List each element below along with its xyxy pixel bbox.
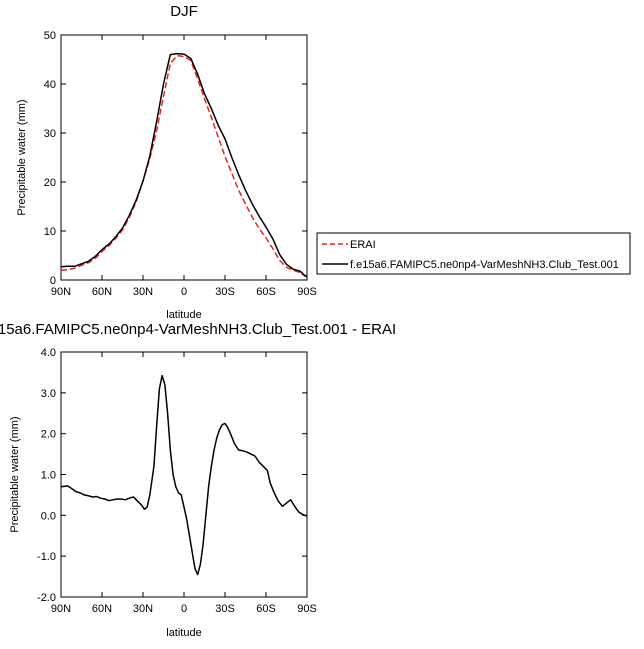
bottom-title: 15a6.FAMIPC5.ne0np4-VarMeshNH3.Club_Test… bbox=[0, 321, 396, 338]
bottom-x-axis-label: latitude bbox=[166, 627, 201, 639]
top-y-axis-label: Precipitable water (mm) bbox=[16, 99, 28, 215]
top-x-tick-label: 0 bbox=[181, 286, 187, 298]
bottom-x-tick-label: 30N bbox=[133, 603, 153, 615]
bottom-plot-frame bbox=[60, 351, 308, 598]
top-panel: DJF 90N 60N 30N 0 30S 60S 90S 0 10 20 30 40 50 latit… bbox=[16, 3, 317, 321]
top-series bbox=[60, 52, 308, 278]
top-y-tick-label: 40 bbox=[44, 79, 56, 91]
top-x-tick-label: 90N bbox=[51, 286, 71, 298]
top-ticks: 90N 60N 30N 0 30S 60S 90S 0 10 20 30 40 50 bbox=[44, 30, 317, 298]
bottom-ticks: 90N 60N 30N 0 30S 60S 90S -2.0 -1.0 0.0 1.0 2.0 3.0 4… bbox=[37, 347, 317, 615]
bottom-y-tick-label: 4.0 bbox=[41, 347, 56, 359]
bottom-y-tick-label: 0.0 bbox=[41, 510, 56, 522]
bottom-x-tick-label: 60S bbox=[256, 603, 276, 615]
top-plot-frame bbox=[60, 34, 308, 281]
bottom-x-tick-label: 90N bbox=[51, 603, 71, 615]
bottom-y-tick-label: 3.0 bbox=[41, 388, 56, 400]
top-x-tick-label: 30S bbox=[215, 286, 235, 298]
top-title: DJF bbox=[170, 3, 198, 20]
legend: ERAI f.e15a6.FAMIPC5.ne0np4-VarMeshNH3.C… bbox=[316, 232, 631, 275]
bottom-y-tick-label: 2.0 bbox=[41, 429, 56, 441]
bottom-x-tick-label: 0 bbox=[181, 603, 187, 615]
bottom-x-tick-label: 60N bbox=[92, 603, 112, 615]
bottom-series bbox=[60, 374, 308, 576]
top-x-tick-label: 30N bbox=[133, 286, 153, 298]
top-series-line-1 bbox=[60, 52, 308, 278]
legend-box bbox=[316, 232, 631, 275]
top-x-tick-label: 60S bbox=[256, 286, 276, 298]
bottom-series-line-0 bbox=[60, 374, 308, 576]
legend-label-erai: ERAI bbox=[350, 239, 376, 251]
top-y-tick-label: 10 bbox=[44, 226, 56, 238]
top-x-tick-label: 90S bbox=[297, 286, 317, 298]
top-x-axis-label: latitude bbox=[166, 309, 201, 321]
bottom-panel: 15a6.FAMIPC5.ne0np4-VarMeshNH3.Club_Test… bbox=[0, 321, 396, 639]
bottom-x-tick-label: 30S bbox=[215, 603, 235, 615]
bottom-x-tick-label: 90S bbox=[297, 603, 317, 615]
bottom-y-axis-label: Precipitable water (mm) bbox=[9, 416, 21, 532]
bottom-y-tick-label: 1.0 bbox=[41, 470, 56, 482]
top-series-line-0 bbox=[60, 54, 308, 278]
top-y-tick-label: 20 bbox=[44, 177, 56, 189]
top-y-tick-label: 50 bbox=[44, 30, 56, 42]
top-y-tick-label: 0 bbox=[50, 275, 56, 287]
top-x-tick-label: 60N bbox=[92, 286, 112, 298]
bottom-y-tick-label: -2.0 bbox=[37, 592, 56, 604]
bottom-y-tick-label: -1.0 bbox=[37, 551, 56, 563]
legend-label-model: f.e15a6.FAMIPC5.ne0np4-VarMeshNH3.Club_T… bbox=[350, 259, 619, 271]
top-y-tick-label: 30 bbox=[44, 128, 56, 140]
